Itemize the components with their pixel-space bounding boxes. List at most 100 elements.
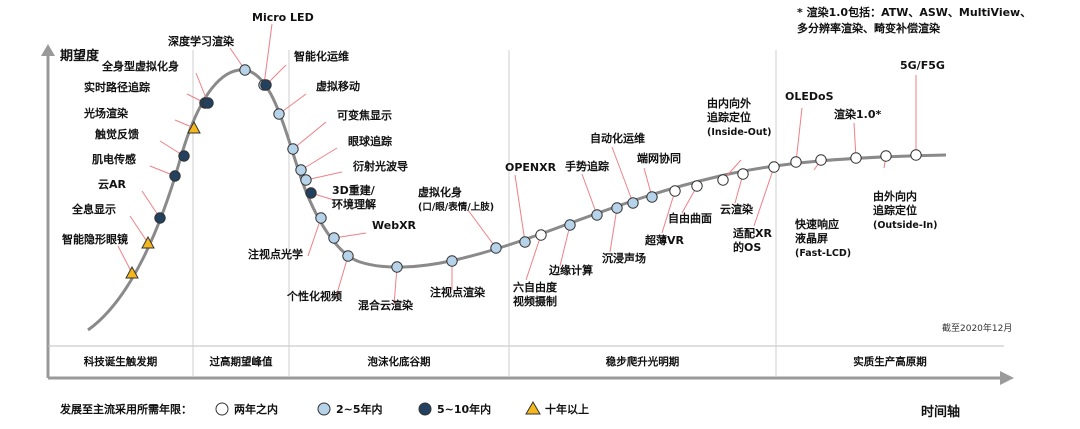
tech-marker-circle — [627, 197, 639, 209]
tech-label: 由内向外追踪定位(Inside-Out) — [707, 96, 771, 138]
tech-label: 超薄VR — [644, 233, 685, 247]
leader-line — [263, 23, 273, 86]
legend: 发展至主流采用所需年限： 两年之内 2~5年内 5~10年内 十年以上 — [59, 401, 589, 416]
tech-marker-circle — [446, 255, 458, 267]
legend-circle-icon — [215, 402, 229, 416]
tech-marker-circle — [490, 242, 502, 254]
tech-marker-circle — [564, 219, 576, 231]
tech-label: 实时路径追踪 — [84, 80, 150, 94]
leader-line — [661, 190, 676, 234]
tech-marker-circle — [260, 79, 272, 91]
header-note-line2: 多分辨率渲染、畸变补偿渲染 — [797, 21, 941, 35]
tech-marker-circle — [287, 143, 299, 155]
tech-marker-triangle — [141, 235, 155, 249]
tech-label: 衍射光波导 — [352, 159, 408, 173]
tech-marker-circle — [768, 161, 780, 173]
tech-label: 手势追踪 — [565, 159, 609, 173]
leader-line — [611, 146, 634, 204]
legend-label: 5~10年内 — [437, 402, 491, 416]
tech-marker-circle — [669, 185, 681, 197]
tech-label: 眼球追踪 — [348, 134, 392, 148]
tech-marker-triangle — [187, 120, 201, 134]
tech-label: WebXR — [372, 219, 417, 232]
tech-marker-circle — [391, 261, 403, 273]
tech-marker-circle — [717, 174, 729, 186]
tech-marker-circle — [342, 250, 354, 262]
date-note: 截至2020年12月 — [942, 322, 1012, 334]
leader-line — [174, 119, 195, 129]
tech-marker-circle — [850, 152, 862, 164]
tech-label: 端网协同 — [637, 151, 681, 165]
legend-circle-icon — [317, 402, 331, 416]
tech-label: 触觉反馈 — [94, 127, 139, 141]
tech-label: 边缘计算 — [548, 263, 593, 277]
leader-line — [467, 209, 497, 249]
phase-label: 实质生产高原期 — [853, 355, 927, 368]
tech-marker-circle — [591, 209, 603, 221]
tech-marker-circle — [611, 202, 623, 214]
leader-line — [514, 174, 526, 243]
phase-label: 泡沫化底谷期 — [368, 355, 431, 368]
tech-marker-circle — [154, 212, 166, 224]
tech-marker-circle — [169, 170, 181, 182]
tech-marker-circle — [328, 232, 340, 244]
leader-line — [117, 245, 133, 274]
legend-label: 2~5年内 — [336, 402, 383, 416]
leader-line — [753, 166, 775, 227]
tech-marker-circle — [691, 180, 703, 192]
tech-label: 虚拟化身(口/眼/表情/上肢) — [418, 185, 494, 213]
phase-label: 科技诞生触发期 — [84, 355, 158, 368]
leader-line — [292, 121, 327, 150]
tech-marker-circle — [535, 229, 547, 241]
leader-line — [335, 255, 349, 298]
leader-line — [853, 122, 857, 159]
tech-label: Micro LED — [252, 11, 314, 24]
phase-dividers — [192, 50, 777, 376]
tech-marker-circle — [315, 212, 327, 224]
phase-label: 稳步爬升光明期 — [606, 355, 680, 368]
tech-label: 深度学习渲染 — [168, 34, 235, 48]
phase-label: 过高期望峰值 — [210, 355, 273, 368]
tech-marker-circle — [519, 236, 531, 248]
tech-marker-circle — [273, 108, 285, 120]
tech-label: 注视点光学 — [248, 247, 303, 261]
tech-marker-triangle — [125, 265, 139, 279]
tech-label: 沉浸声场 — [602, 251, 646, 265]
tech-marker-circle — [880, 150, 892, 162]
legend-label: 两年之内 — [234, 402, 278, 416]
tech-label: 自由曲面 — [668, 211, 712, 225]
tech-marker-circle — [910, 149, 922, 161]
leader-line — [559, 224, 571, 267]
tech-label: 自动化运维 — [590, 131, 645, 145]
tech-label: 智能隐形眼镜 — [62, 232, 128, 246]
tech-label: 虚拟移动 — [316, 79, 360, 93]
technology-markers — [125, 64, 922, 279]
tech-label: 快速响应液晶屏(Fast-LCD) — [794, 217, 851, 259]
tech-marker-circle — [815, 154, 827, 166]
tech-label: 个性化视频 — [286, 289, 342, 303]
tech-marker-circle — [239, 64, 251, 76]
legend-circle-icon — [418, 402, 432, 416]
leader-line — [795, 107, 803, 163]
tech-label: 六自由度视频摄制 — [513, 280, 558, 308]
tech-label: 混合云渲染 — [358, 298, 414, 312]
tech-label: 全身型虚拟化身 — [101, 59, 179, 73]
phase-labels: 科技诞生触发期 过高期望峰值 泡沫化底谷期 稳步爬升光明期 实质生产高原期 — [84, 355, 927, 368]
leader-line — [525, 234, 542, 281]
y-axis-arrow-icon — [41, 44, 55, 56]
leader-line — [393, 266, 398, 306]
x-axis-title: 时间轴 — [921, 404, 960, 420]
leader-line — [307, 217, 322, 257]
leader-line — [581, 173, 598, 216]
tech-label: OPENXR — [505, 161, 557, 174]
tech-label: 可变焦显示 — [337, 108, 392, 122]
leader-line — [305, 171, 343, 181]
tech-label: 适配XR 的OS — [733, 226, 772, 254]
y-axis-title: 期望度 — [60, 48, 100, 64]
tech-label: 全息显示 — [71, 202, 116, 216]
tech-label: 光场渲染 — [83, 106, 129, 120]
header-note-line1: * 渲染1.0包括：ATW、ASW、MultiView、 — [797, 5, 1031, 19]
tech-label: 注视点渲染 — [430, 285, 486, 299]
tech-marker-circle — [300, 174, 312, 186]
